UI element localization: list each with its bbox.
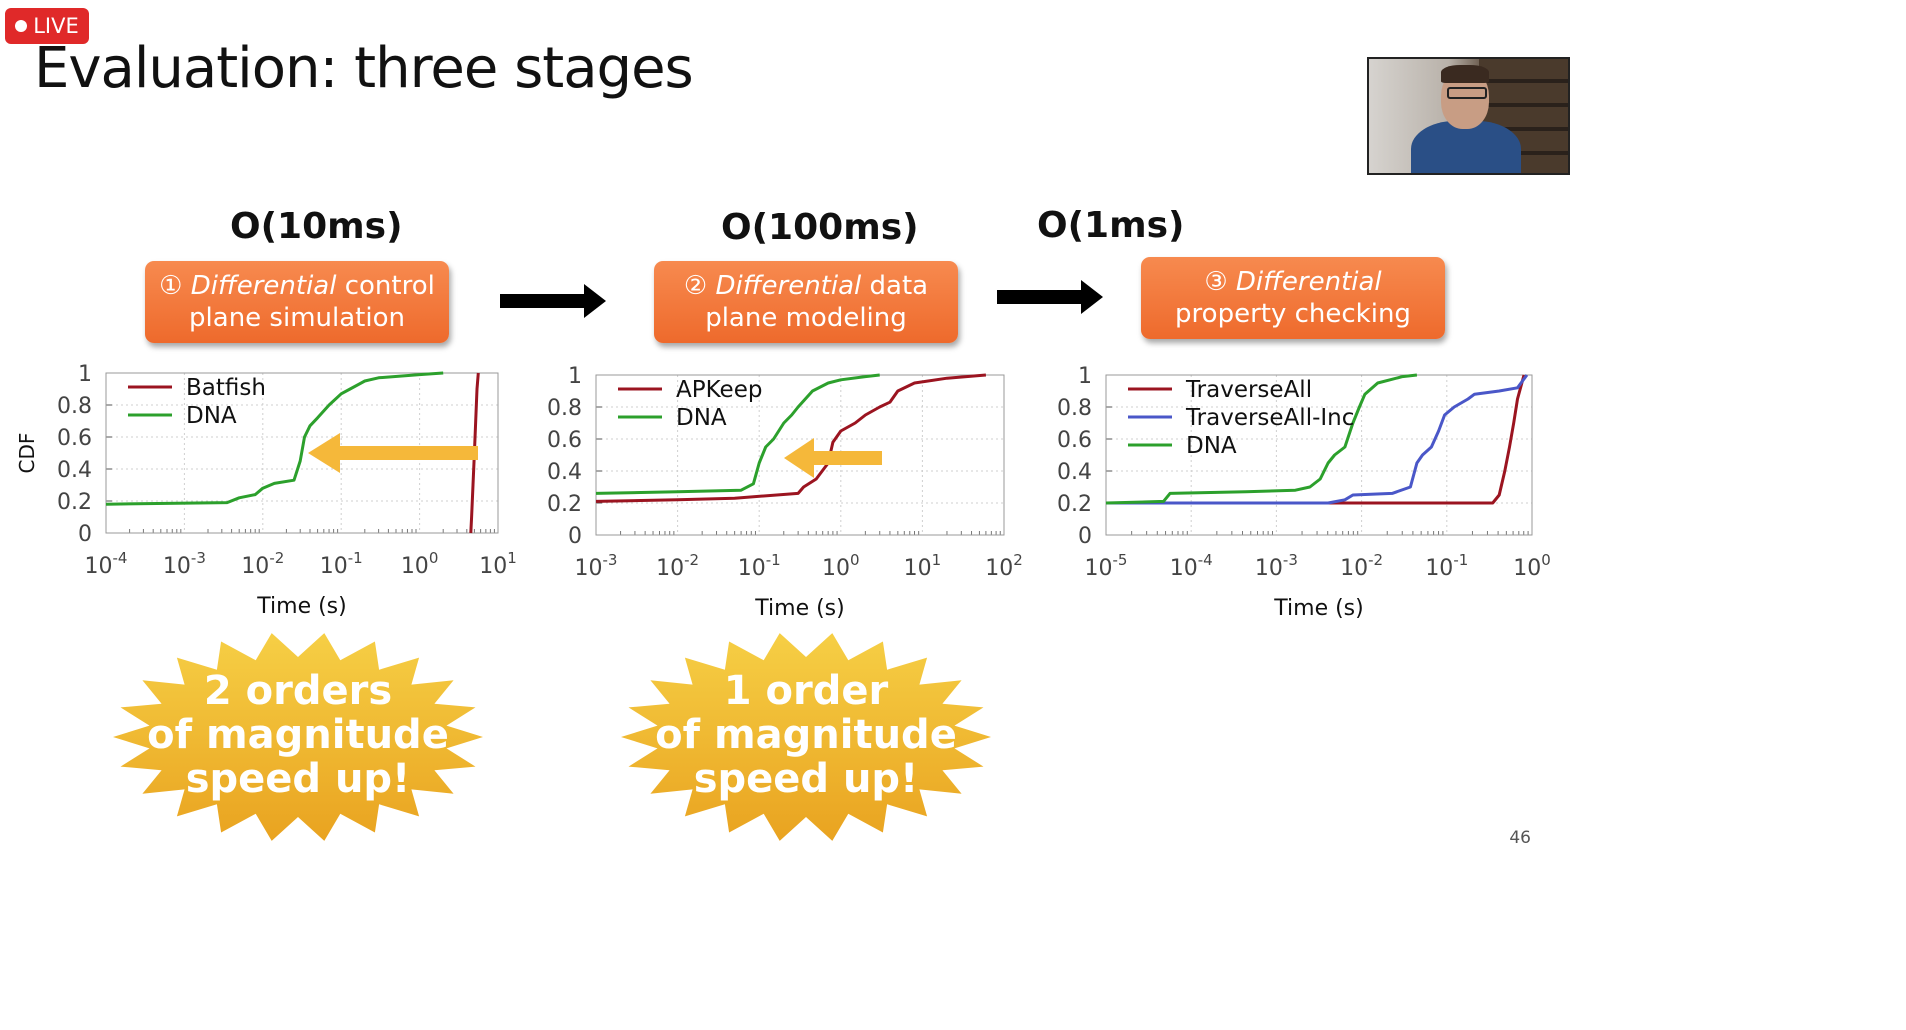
y-tick-label: 0.4 bbox=[57, 458, 92, 483]
legend-label: TraverseAll-Inc bbox=[1185, 405, 1354, 431]
live-label: LIVE bbox=[33, 14, 79, 38]
page-number: 46 bbox=[1509, 828, 1531, 848]
y-tick-label: 0.6 bbox=[57, 426, 92, 451]
stage-arrow-1-icon bbox=[500, 284, 606, 318]
y-tick-label: 0.6 bbox=[547, 428, 582, 453]
plot-frame bbox=[105, 372, 499, 534]
stage-2-time: O(100ms) bbox=[721, 207, 919, 248]
stage-2-number: ② bbox=[683, 271, 708, 301]
speedup-arrow-2-head bbox=[784, 438, 814, 478]
speedup-burst-1: 2 orders of magnitude speed up! bbox=[113, 633, 483, 841]
legend-label: TraverseAll bbox=[1185, 377, 1312, 403]
x-tick-label: 100 bbox=[822, 551, 860, 581]
y-tick-label: 0.8 bbox=[547, 396, 582, 421]
x-tick-label: 100 bbox=[401, 549, 439, 579]
speedup-burst-2: 1 order of magnitude speed up! bbox=[621, 633, 991, 841]
chart-data-plane: 0 0.2 0.4 0.6 0.8 1 10-3 10-2 10-1 100 101 102 Time … bbox=[547, 364, 1023, 621]
stage-arrow-2-icon bbox=[997, 280, 1103, 314]
y-tick-label: 1 bbox=[568, 364, 582, 389]
burst-1-line-3: speed up! bbox=[186, 756, 411, 802]
chart-control-plane: 0 0.2 0.4 0.6 0.8 1 10-4 10-3 10-2 10-1 100 101 Time… bbox=[15, 362, 517, 619]
burst-2-line-3: speed up! bbox=[694, 756, 919, 802]
legend-label: DNA bbox=[676, 405, 727, 431]
x-tick-label: 10-2 bbox=[1340, 551, 1383, 581]
x-axis-label: Time (s) bbox=[1273, 596, 1363, 621]
speedup-arrow-2-shaft bbox=[808, 451, 882, 465]
speedup-arrow-1-icon bbox=[308, 433, 478, 473]
y-tick-label: 0.2 bbox=[1057, 492, 1092, 517]
series-line-traverseall-inc bbox=[1106, 374, 1529, 505]
y-tick-label: 0.8 bbox=[57, 394, 92, 419]
series-line-traverseall bbox=[1106, 374, 1526, 505]
x-tick-label: 10-5 bbox=[1085, 551, 1128, 581]
series-line-apkeep bbox=[595, 373, 987, 503]
stage-3-line2: property checking bbox=[1175, 299, 1411, 329]
y-tick-label: 0.4 bbox=[1057, 460, 1092, 485]
stage-1-italic: Differential bbox=[190, 271, 337, 301]
stage-2-line2: plane modeling bbox=[705, 303, 907, 333]
series-line-dna bbox=[595, 373, 880, 495]
stage-3-time: O(1ms) bbox=[1037, 205, 1185, 246]
x-tick-label: 10-3 bbox=[575, 551, 618, 581]
x-tick-label: 10-2 bbox=[656, 551, 699, 581]
series-line-dna bbox=[1105, 373, 1418, 505]
x-tick-label: 10-4 bbox=[85, 549, 128, 579]
stage-3-number: ③ bbox=[1204, 267, 1228, 297]
x-tick-label: 102 bbox=[985, 551, 1023, 581]
x-tick-label: 100 bbox=[1513, 551, 1551, 581]
x-tick-label: 10-2 bbox=[241, 549, 284, 579]
y-tick-label: 0.2 bbox=[57, 490, 92, 515]
webcam-video bbox=[1367, 57, 1570, 175]
stage-1-time: O(10ms) bbox=[230, 206, 403, 247]
y-tick-label: 0.8 bbox=[1057, 396, 1092, 421]
plot-frame bbox=[1105, 374, 1533, 536]
x-tick-label: 101 bbox=[904, 551, 942, 581]
y-tick-label: 1 bbox=[1078, 364, 1092, 389]
legend-label: APKeep bbox=[676, 377, 762, 403]
x-tick-label: 10-1 bbox=[738, 551, 781, 581]
plot-frame bbox=[595, 374, 1005, 536]
live-badge: LIVE bbox=[5, 8, 89, 44]
speedup-arrow-1-shaft bbox=[332, 446, 478, 460]
x-tick-label: 10-1 bbox=[320, 549, 363, 579]
slide-title: Evaluation: three stages bbox=[34, 36, 694, 101]
y-tick-label: 0.4 bbox=[547, 460, 582, 485]
burst-2-line-1: 1 order bbox=[724, 668, 889, 714]
x-tick-label: 10-3 bbox=[163, 549, 206, 579]
stage-1-box: ① Differential control plane simulation bbox=[145, 261, 449, 343]
x-tick-label: 10-4 bbox=[1170, 551, 1213, 581]
y-tick-label: 0 bbox=[78, 522, 92, 547]
x-axis-label: Time (s) bbox=[256, 594, 346, 619]
chart-property-checking: 0 0.2 0.4 0.6 0.8 1 10-5 10-4 10-3 10-2 10-1 100 Tim… bbox=[1057, 364, 1551, 621]
legend-label: Batfish bbox=[186, 375, 266, 401]
burst-1-line-1: 2 orders bbox=[204, 668, 392, 714]
x-tick-label: 10-3 bbox=[1255, 551, 1298, 581]
x-axis-label: Time (s) bbox=[754, 596, 844, 621]
legend-label: DNA bbox=[186, 403, 237, 429]
x-tick-label: 10-1 bbox=[1425, 551, 1468, 581]
y-tick-label: 0.6 bbox=[1057, 428, 1092, 453]
stage-3-box: ③ Differential property checking bbox=[1141, 257, 1445, 339]
series-line-dna bbox=[105, 371, 444, 506]
x-tick-label: 101 bbox=[479, 549, 517, 579]
burst-2-line-2: of magnitude bbox=[655, 712, 957, 758]
y-tick-label: 0 bbox=[568, 524, 582, 549]
y-tick-label: 0.2 bbox=[547, 492, 582, 517]
y-tick-label: 1 bbox=[78, 362, 92, 387]
speedup-arrow-1-head bbox=[308, 433, 340, 473]
live-dot-icon bbox=[15, 20, 28, 32]
stage-3-italic: Differential bbox=[1235, 267, 1382, 297]
y-tick-label: 0 bbox=[1078, 524, 1092, 549]
legend-label: DNA bbox=[1186, 433, 1237, 459]
stage-1-number: ① bbox=[159, 271, 183, 301]
stage-1-rest: control bbox=[336, 271, 435, 301]
stage-2-rest: data bbox=[861, 271, 929, 301]
burst-1-line-2: of magnitude bbox=[147, 712, 449, 758]
y-axis-label: CDF bbox=[15, 433, 39, 474]
stage-2-italic: Differential bbox=[715, 271, 862, 301]
stage-1-line2: plane simulation bbox=[189, 303, 405, 333]
speedup-arrow-2-icon bbox=[784, 438, 882, 478]
stage-2-box: ② Differential data plane modeling bbox=[654, 261, 958, 343]
